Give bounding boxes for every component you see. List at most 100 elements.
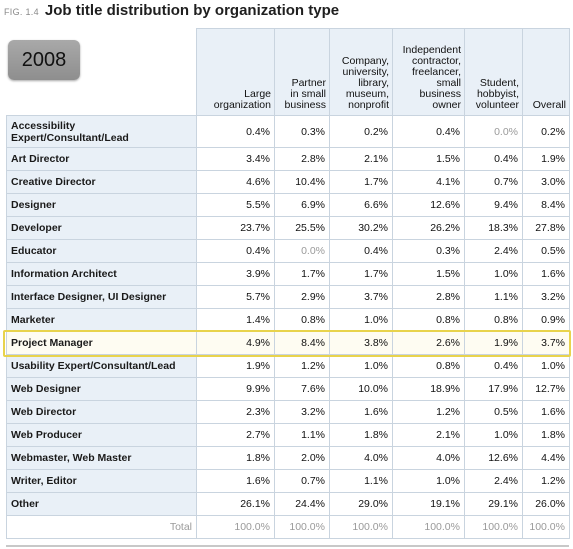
value-cell: 0.7% xyxy=(464,170,523,194)
value-cell: 0.7% xyxy=(274,469,330,493)
row-label: Usability Expert/Consultant/Lead xyxy=(6,354,197,378)
value-cell: 0.0% xyxy=(464,115,523,148)
value-cell: 12.6% xyxy=(392,193,465,217)
bottom-divider xyxy=(6,545,569,547)
value-cell: 5.5% xyxy=(196,193,275,217)
table-row: Marketer 1.4% 0.8% 1.0% 0.8% 0.8% 0.9% xyxy=(6,308,570,332)
value-cell: 2.8% xyxy=(274,147,330,171)
value-cell: 26.2% xyxy=(392,216,465,240)
value-cell: 2.9% xyxy=(274,285,330,309)
value-cell: 2.8% xyxy=(392,285,465,309)
value-cell: 9.4% xyxy=(464,193,523,217)
value-cell: 4.0% xyxy=(329,446,393,470)
value-cell: 0.3% xyxy=(274,115,330,148)
row-label: Designer xyxy=(6,193,197,217)
table-row: Accessibility Expert/Consultant/Lead 0.4% 0… xyxy=(6,115,570,148)
value-cell: 10.4% xyxy=(274,170,330,194)
row-label: Writer, Editor xyxy=(6,469,197,493)
value-cell: 1.1% xyxy=(274,423,330,447)
value-cell: 1.0% xyxy=(522,354,570,378)
row-label: Other xyxy=(6,492,197,516)
value-cell: 0.4% xyxy=(196,239,275,263)
value-cell: 1.8% xyxy=(329,423,393,447)
table-row: Webmaster, Web Master 1.8% 2.0% 4.0% 4.0% 12.… xyxy=(6,446,570,470)
value-cell: 4.9% xyxy=(196,331,275,355)
value-cell: 2.6% xyxy=(392,331,465,355)
row-label: Marketer xyxy=(6,308,197,332)
row-label: Web Designer xyxy=(6,377,197,401)
value-cell: 1.4% xyxy=(196,308,275,332)
value-cell: 1.7% xyxy=(329,170,393,194)
value-cell: 3.2% xyxy=(274,400,330,424)
table-row: Web Designer 9.9% 7.6% 10.0% 18.9% 17.9% 12.7% xyxy=(6,377,570,401)
row-label: Web Producer xyxy=(6,423,197,447)
value-cell: 1.0% xyxy=(329,354,393,378)
value-cell: 2.4% xyxy=(464,239,523,263)
value-cell: 6.6% xyxy=(329,193,393,217)
table-row: Usability Expert/Consultant/Lead 1.9% 1.2%… xyxy=(6,354,570,378)
row-label: Creative Director xyxy=(6,170,197,194)
row-label: Webmaster, Web Master xyxy=(6,446,197,470)
value-cell: 100.0% xyxy=(329,515,393,539)
table-row: Designer 5.5% 6.9% 6.6% 12.6% 9.4% 8.4% xyxy=(6,193,570,217)
table-row: Interface Designer, UI Designer 5.7% 2.9% 3… xyxy=(6,285,570,309)
value-cell: 4.4% xyxy=(522,446,570,470)
column-header: Student, hobbyist, volunteer xyxy=(464,28,523,116)
value-cell: 30.2% xyxy=(329,216,393,240)
value-cell: 29.0% xyxy=(329,492,393,516)
value-cell: 3.9% xyxy=(196,262,275,286)
figure-title: FIG. 1.4 Job title distribution by organ… xyxy=(4,2,339,22)
table-row: Writer, Editor 1.6% 0.7% 1.1% 1.0% 2.4% 1.2% xyxy=(6,469,570,493)
value-cell: 100.0% xyxy=(392,515,465,539)
value-cell: 0.8% xyxy=(274,308,330,332)
value-cell: 1.2% xyxy=(522,469,570,493)
value-cell: 1.8% xyxy=(522,423,570,447)
value-cell: 1.1% xyxy=(329,469,393,493)
table-row: Developer 23.7% 25.5% 30.2% 26.2% 18.3% 27.8% xyxy=(6,216,570,240)
value-cell: 26.1% xyxy=(196,492,275,516)
value-cell: 27.8% xyxy=(522,216,570,240)
value-cell: 0.2% xyxy=(329,115,393,148)
value-cell: 4.0% xyxy=(392,446,465,470)
value-cell: 12.7% xyxy=(522,377,570,401)
value-cell: 3.2% xyxy=(522,285,570,309)
row-label: Project Manager xyxy=(6,331,197,355)
value-cell: 3.7% xyxy=(522,331,570,355)
value-cell: 0.4% xyxy=(464,354,523,378)
column-header: Company, university, library, museum, nonpro… xyxy=(329,28,393,116)
value-cell: 3.8% xyxy=(329,331,393,355)
figure-heading: Job title distribution by organization t… xyxy=(44,2,340,19)
value-cell: 0.4% xyxy=(464,147,523,171)
value-cell: 2.0% xyxy=(274,446,330,470)
table-row: Art Director 3.4% 2.8% 2.1% 1.5% 0.4% 1.9% xyxy=(6,147,570,171)
total-row: Total 100.0% 100.0% 100.0% 100.0% 100.0% 100.0… xyxy=(6,515,570,539)
value-cell: 0.4% xyxy=(329,239,393,263)
table-header-row: Large organization Partner in small busines… xyxy=(6,28,570,116)
value-cell: 10.0% xyxy=(329,377,393,401)
table-row: Information Architect 3.9% 1.7% 1.7% 1.5% 1.0… xyxy=(6,262,570,286)
value-cell: 0.4% xyxy=(196,115,275,148)
value-cell: 5.7% xyxy=(196,285,275,309)
value-cell: 1.2% xyxy=(392,400,465,424)
value-cell: 25.5% xyxy=(274,216,330,240)
table-row: Project Manager 4.9% 8.4% 3.8% 2.6% 1.9% 3.7% xyxy=(6,331,570,355)
value-cell: 0.3% xyxy=(392,239,465,263)
value-cell: 1.8% xyxy=(196,446,275,470)
column-header: Overall xyxy=(522,28,570,116)
row-label: Art Director xyxy=(6,147,197,171)
row-label: Information Architect xyxy=(6,262,197,286)
table-row: Creative Director 4.6% 10.4% 1.7% 4.1% 0.7% 3.… xyxy=(6,170,570,194)
value-cell: 100.0% xyxy=(196,515,275,539)
value-cell: 18.3% xyxy=(464,216,523,240)
column-header: Partner in small business xyxy=(274,28,330,116)
value-cell: 1.6% xyxy=(522,400,570,424)
row-label: Accessibility Expert/Consultant/Lead xyxy=(6,115,197,148)
value-cell: 1.9% xyxy=(196,354,275,378)
value-cell: 1.7% xyxy=(329,262,393,286)
value-cell: 1.0% xyxy=(464,423,523,447)
value-cell: 23.7% xyxy=(196,216,275,240)
value-cell: 3.4% xyxy=(196,147,275,171)
row-label: Developer xyxy=(6,216,197,240)
value-cell: 3.0% xyxy=(522,170,570,194)
value-cell: 1.7% xyxy=(274,262,330,286)
